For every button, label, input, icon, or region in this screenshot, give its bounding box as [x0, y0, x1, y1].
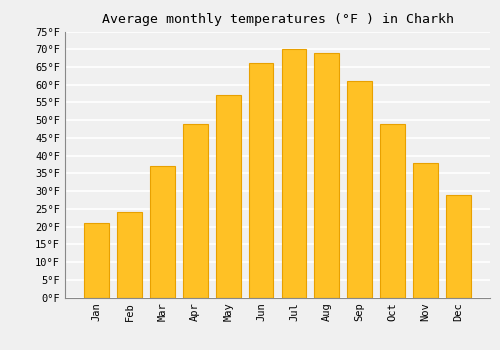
Bar	[446, 195, 470, 298]
Bar	[248, 63, 274, 298]
Bar	[282, 49, 306, 298]
Bar	[413, 163, 438, 298]
Title: Average monthly temperatures (°F ) in Charkh: Average monthly temperatures (°F ) in Ch…	[102, 13, 454, 26]
Bar	[150, 166, 174, 298]
Bar	[117, 212, 142, 298]
Bar	[216, 95, 240, 298]
Bar	[348, 81, 372, 298]
Bar	[380, 124, 405, 298]
Bar	[84, 223, 109, 298]
Bar	[183, 124, 208, 298]
Bar	[314, 53, 339, 298]
